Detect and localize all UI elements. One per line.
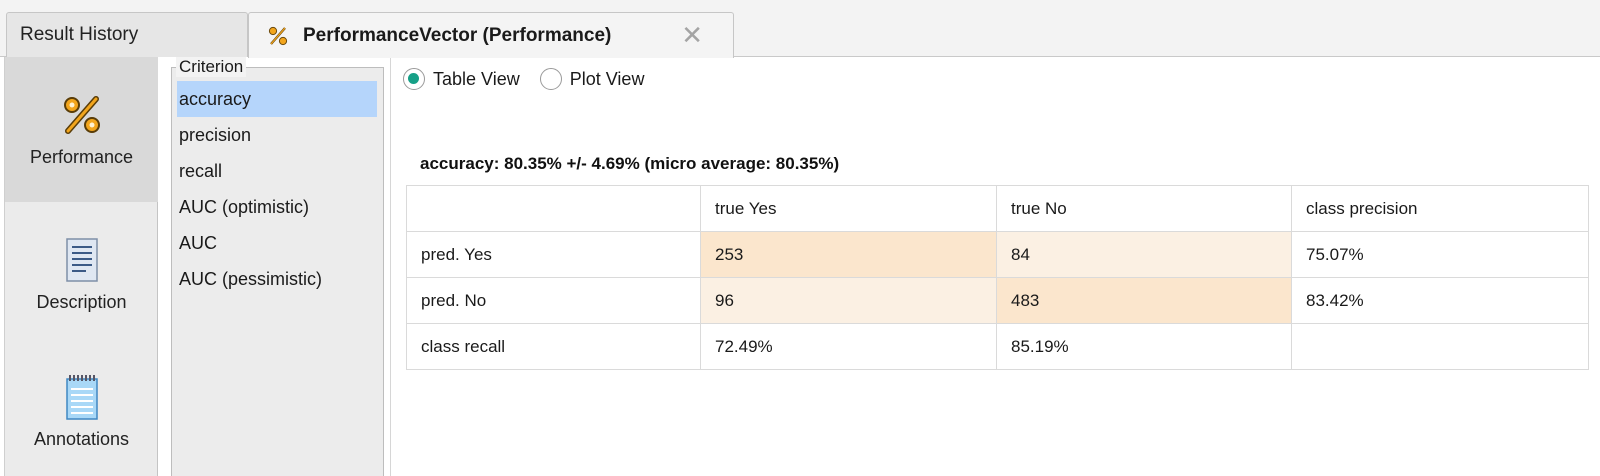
- radio-label: Table View: [433, 68, 520, 89]
- table-cell: 72.49%: [700, 323, 997, 370]
- table-row: pred. Yes 253 84 75.07%: [406, 231, 1589, 278]
- criterion-item-auc-pessimistic[interactable]: AUC (pessimistic): [179, 269, 323, 289]
- percent-icon: [268, 26, 288, 45]
- table-cell: 84: [996, 231, 1292, 278]
- tab-label: PerformanceVector (Performance): [303, 24, 612, 46]
- nav-item-annotations[interactable]: Annotations: [5, 347, 158, 476]
- criterion-item-recall[interactable]: recall: [179, 161, 223, 181]
- radio-selected-icon[interactable]: [403, 68, 425, 90]
- criterion-list: accuracy precision recall AUC (optimisti…: [171, 67, 384, 476]
- table-row: class recall 72.49% 85.19%: [406, 323, 1589, 370]
- table-cell: 483: [996, 277, 1292, 324]
- table-cell: 75.07%: [1291, 231, 1589, 278]
- table-cell: 83.42%: [1291, 277, 1589, 324]
- row-header-pred-yes: pred. Yes: [406, 231, 701, 278]
- column-header-true-no: true No: [996, 185, 1292, 232]
- tab-bar: Result History PerformanceVector (Perfor…: [0, 0, 1600, 58]
- table-view-radio[interactable]: Table View: [403, 68, 520, 90]
- tab-performance-vector[interactable]: PerformanceVector (Performance) ✕: [248, 12, 734, 58]
- tab-result-history[interactable]: Result History: [6, 12, 248, 57]
- table-cell: 85.19%: [996, 323, 1292, 370]
- plot-view-radio[interactable]: Plot View: [539, 68, 645, 90]
- percent-icon: [63, 96, 100, 134]
- criterion-item-auc-optimistic[interactable]: AUC (optimistic): [179, 197, 310, 217]
- criterion-item-auc[interactable]: AUC: [179, 233, 218, 253]
- table-header-row: true Yes true No class precision: [406, 185, 1589, 232]
- table-row: pred. No 96 483 83.42%: [406, 277, 1589, 324]
- radio-unselected-icon[interactable]: [539, 68, 562, 90]
- nav-label: Description: [36, 292, 127, 312]
- criterion-item-precision[interactable]: precision: [179, 125, 252, 145]
- confusion-matrix: true Yes true No class precision pred. Y…: [406, 185, 1589, 370]
- tab-label: Result History: [20, 24, 139, 45]
- criterion-item-accuracy[interactable]: accuracy: [177, 81, 377, 117]
- criterion-legend: Criterion: [176, 57, 247, 77]
- notepad-icon: [65, 375, 98, 420]
- column-header-class-precision: class precision: [1291, 185, 1589, 232]
- nav-label: Annotations: [33, 429, 130, 449]
- table-cell: [1291, 323, 1589, 370]
- main-panel: Table View Plot View accuracy: 80.35% +/…: [390, 58, 1600, 476]
- row-header-class-recall: class recall: [406, 323, 701, 370]
- nav-label: Performance: [29, 147, 134, 167]
- table-cell: 96: [700, 277, 997, 324]
- nav-item-performance[interactable]: Performance: [5, 57, 158, 202]
- radio-label: Plot View: [569, 68, 645, 89]
- view-radio-group: Table View Plot View: [403, 68, 664, 90]
- table-cell: 253: [700, 231, 997, 278]
- nav-item-description[interactable]: Description: [5, 202, 158, 347]
- performance-summary: accuracy: 80.35% +/- 4.69% (micro averag…: [420, 154, 840, 173]
- document-icon: [65, 238, 98, 282]
- side-nav: Performance Description An: [4, 57, 158, 476]
- row-header-pred-no: pred. No: [406, 277, 701, 324]
- close-icon[interactable]: ✕: [681, 20, 703, 50]
- column-header-true-yes: true Yes: [700, 185, 997, 232]
- table-cell: [406, 185, 701, 232]
